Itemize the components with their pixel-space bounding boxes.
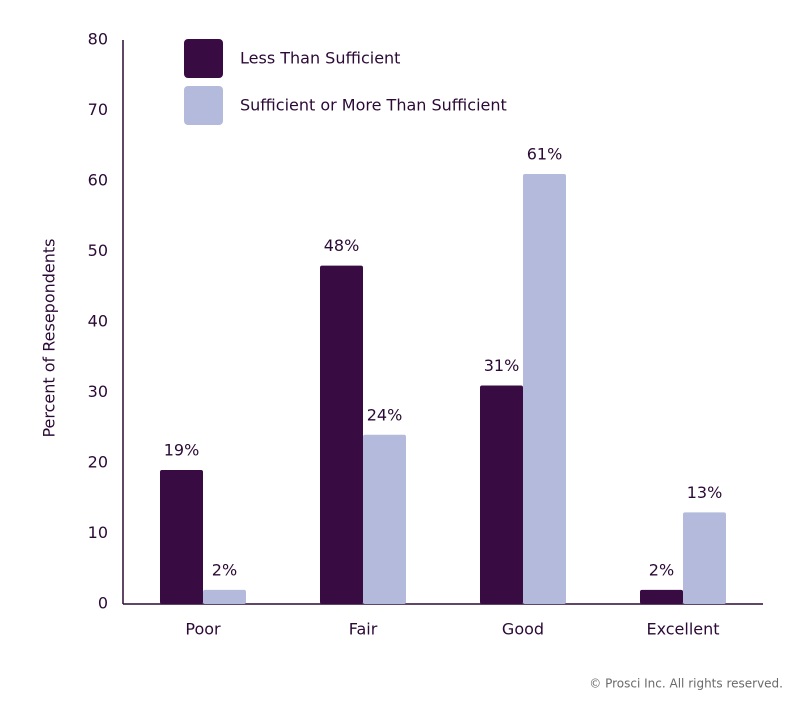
bar <box>523 173 566 604</box>
value-label: 13% <box>687 483 723 502</box>
value-label: 31% <box>484 356 520 375</box>
bar <box>640 589 683 604</box>
y-axis-title: Percent of Resepondents <box>40 238 59 437</box>
y-tick-label: 70 <box>88 100 108 119</box>
bar <box>480 385 523 604</box>
y-tick-label: 10 <box>88 523 108 542</box>
legend-swatch <box>184 86 223 125</box>
x-tick-label: Fair <box>349 620 378 639</box>
y-tick-label: 40 <box>88 312 108 331</box>
bar <box>160 470 203 604</box>
y-tick-label: 30 <box>88 382 108 401</box>
x-tick-label: Good <box>502 620 544 639</box>
y-tick-label: 60 <box>88 171 108 190</box>
y-tick-label: 0 <box>98 594 108 613</box>
x-tick-label: Poor <box>185 620 221 639</box>
legend-label: Sufficient or More Than Sufficient <box>240 96 507 115</box>
legend-label: Less Than Sufficient <box>240 49 400 68</box>
footer: © Prosci Inc. All rights reserved. <box>589 677 783 691</box>
bar <box>320 265 363 604</box>
y-tick-label: 20 <box>88 453 108 472</box>
legend-swatch <box>184 39 223 78</box>
y-tick-label: 50 <box>88 241 108 260</box>
value-label: 19% <box>164 441 200 460</box>
value-label: 61% <box>527 144 563 163</box>
y-tick-label: 80 <box>88 30 108 49</box>
bar <box>363 434 406 604</box>
bar <box>203 589 246 604</box>
x-tick-label: Excellent <box>646 620 719 639</box>
bar <box>683 512 726 604</box>
value-label: 2% <box>649 560 674 579</box>
value-label: 48% <box>324 236 360 255</box>
value-label: 24% <box>367 405 403 424</box>
value-label: 2% <box>212 560 237 579</box>
